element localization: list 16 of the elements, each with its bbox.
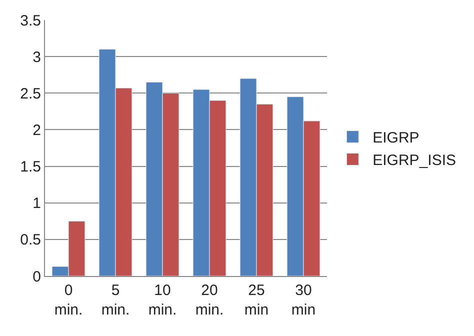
y-tick-label: 3.5 [20, 12, 41, 30]
x-tick-label: 30 min [291, 282, 316, 318]
y-tick-label: 1.5 [20, 158, 41, 176]
x-tick-label: 10 min. [148, 282, 177, 318]
x-tick-label: 5 min. [101, 282, 130, 318]
legend-label: EIGRP_ISIS [372, 152, 456, 170]
y-tick-label: 2 [32, 122, 41, 139]
y-tick-label: 0.5 [20, 232, 41, 249]
y-tick-label: 1 [32, 195, 41, 212]
legend-label: EIGRP [372, 130, 420, 147]
x-tick-label: 20 min. [195, 282, 224, 318]
y-tick-label: 2.5 [20, 85, 41, 102]
y-tick-label: 3 [32, 48, 41, 66]
x-tick-label: 0 min. [54, 282, 83, 318]
x-tick-label: 25 min [244, 282, 269, 318]
y-tick-label: 0 [32, 268, 41, 286]
